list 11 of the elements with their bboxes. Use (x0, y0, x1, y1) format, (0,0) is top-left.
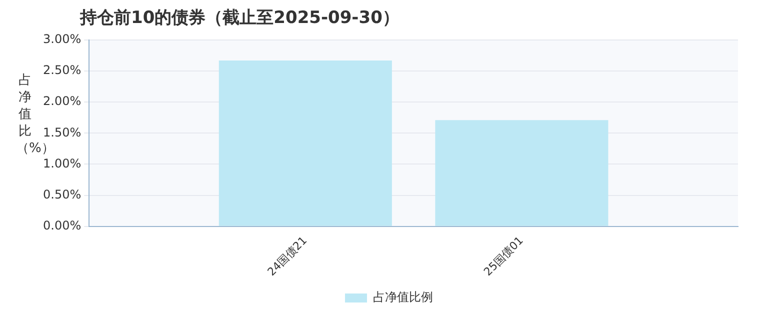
y-tick-label: 1.00% (42, 156, 82, 170)
x-tick-label: 25国债01 (481, 234, 526, 278)
y-tick-label: 3.00% (42, 32, 82, 46)
y-tick-label: 1.50% (42, 125, 82, 140)
y-tick-label: 2.00% (42, 94, 82, 108)
chart-title: 持仓前10的债券（截止至2025-09-30） (80, 7, 400, 29)
x-tick-label: 24国债21 (265, 234, 310, 278)
legend-label: 占净值比例 (373, 290, 433, 304)
y-tick-label: 0.50% (42, 187, 82, 202)
y-tick-label: 0.00% (42, 218, 82, 232)
y-tick-label: 2.50% (42, 63, 82, 78)
